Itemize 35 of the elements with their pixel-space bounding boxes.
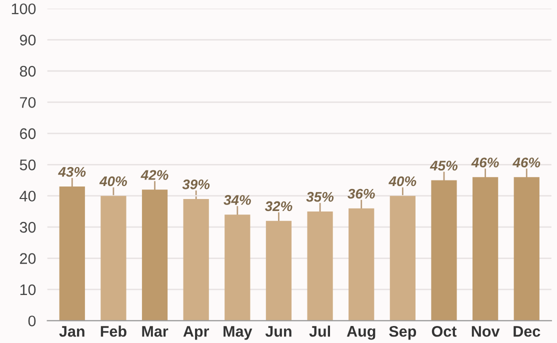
y-tick-label: 80 <box>20 66 36 77</box>
y-tick-label: 50 <box>20 160 36 170</box>
x-tick-label: Sep <box>389 326 416 340</box>
y-tick-label: 60 <box>20 128 36 140</box>
data-label: 39% <box>182 179 210 190</box>
data-label: 42% <box>140 170 168 180</box>
y-tick-label: 20 <box>20 253 36 264</box>
data-label: 35% <box>306 192 334 202</box>
data-label: 34% <box>224 195 251 205</box>
x-tick-label: Apr <box>183 326 210 340</box>
x-tick-label: Jul <box>309 326 330 337</box>
y-tick-label: 0 <box>28 316 36 326</box>
data-label: 36% <box>348 188 375 199</box>
x-tick-label: Oct <box>432 326 457 337</box>
y-tick-label: 30 <box>20 222 36 233</box>
x-tick-label: May <box>224 326 252 340</box>
x-tick-label: Mar <box>142 326 168 337</box>
y-tick-label: 10 <box>20 284 36 296</box>
data-label: 46% <box>471 158 499 168</box>
x-tick-label: Nov <box>472 326 500 337</box>
x-tick-label: Jan <box>59 326 84 337</box>
y-tick-label: 40 <box>20 190 36 202</box>
y-tick-label: 100 <box>12 3 36 14</box>
y-tick-label: 70 <box>20 97 36 108</box>
x-tick-label: Dec <box>514 326 540 337</box>
x-tick-label: Feb <box>100 326 126 337</box>
data-label: 45% <box>430 160 458 171</box>
x-tick-label: Jun <box>265 326 292 337</box>
data-label: 40% <box>388 176 416 186</box>
x-tick-label: Aug <box>346 326 376 340</box>
data-label: 46% <box>512 158 540 168</box>
data-label: 32% <box>264 201 292 212</box>
data-label: 43% <box>58 166 86 177</box>
y-tick-label: 90 <box>20 34 36 46</box>
data-label: 40% <box>99 176 127 186</box>
